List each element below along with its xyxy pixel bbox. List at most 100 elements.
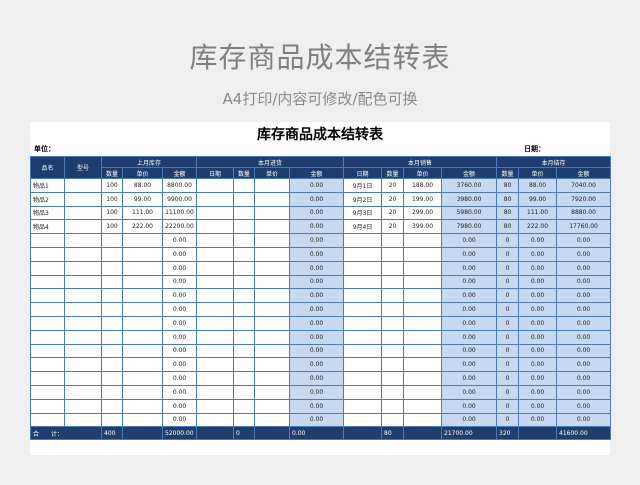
table-cell	[403, 274, 443, 290]
table-cell	[30, 233, 65, 248]
sheet-title: 库存商品成本结转表	[257, 127, 383, 143]
table-cell	[122, 371, 163, 386]
table-cell	[343, 357, 383, 373]
table-cell	[254, 205, 290, 221]
table-cell: 0	[496, 274, 520, 290]
table-cell	[30, 384, 65, 400]
table-cell	[381, 302, 405, 317]
table-cell: 80	[496, 191, 520, 207]
table-cell	[64, 315, 102, 331]
table-row: 0.00 0.00 0.00 0 0.00 0.00	[30, 260, 612, 276]
table-cell: 0.00	[162, 398, 197, 414]
table-cell	[122, 288, 163, 304]
table-cell: 0.00	[162, 246, 197, 262]
table-cell: 0.00	[518, 398, 558, 414]
table-cell	[64, 191, 102, 207]
table-cell: 8800.00	[162, 178, 197, 193]
table-cell	[30, 357, 65, 373]
total-cell: 320	[496, 426, 520, 441]
table-cell	[381, 412, 405, 428]
table-cell	[403, 288, 443, 304]
table-cell: 88.00	[518, 178, 558, 193]
table-cell: 0.00	[518, 302, 558, 317]
table-cell	[196, 260, 234, 276]
table-cell: 物品2	[30, 191, 65, 207]
table-row: 0.00 0.00 0.00 0 0.00 0.00	[30, 384, 612, 400]
table-cell: 物品3	[30, 205, 65, 221]
table-cell	[343, 343, 383, 359]
table-cell: 0.00	[441, 357, 498, 373]
table-row: 0.00 0.00 0.00 0 0.00 0.00	[30, 357, 612, 373]
header-cell: 单价	[518, 167, 558, 179]
table-cell	[101, 274, 123, 290]
table-cell: 9月3日	[343, 205, 383, 221]
table-cell: 0.00	[556, 260, 612, 276]
table-row: 0.00 0.00 0.00 0 0.00 0.00	[30, 412, 612, 428]
table-cell: 7040.00	[556, 178, 612, 193]
table-cell	[254, 357, 290, 373]
table-cell: 399.00	[403, 219, 443, 235]
table-cell: 0.00	[288, 329, 345, 345]
table-cell	[403, 398, 443, 414]
table-row: 0.00 0.00 0.00 0 0.00 0.00	[30, 398, 612, 414]
table-cell	[64, 205, 102, 221]
table-cell	[403, 343, 443, 359]
total-cell: 0.00	[288, 426, 345, 441]
table-cell: 0.00	[288, 412, 345, 428]
table-cell	[254, 191, 290, 207]
table-cell	[381, 233, 405, 248]
table-cell	[403, 315, 443, 331]
table-cell: 99.00	[122, 191, 163, 207]
table-cell: 0.00	[162, 329, 197, 345]
table-cell	[233, 412, 255, 428]
total-cell: 52000.00	[162, 426, 197, 441]
table-cell	[403, 246, 443, 262]
table-cell	[381, 315, 405, 331]
table-cell	[254, 246, 290, 262]
table-cell	[254, 315, 290, 331]
table-cell	[254, 233, 290, 248]
header-cell: 本月结存	[496, 156, 612, 168]
table-cell	[403, 233, 443, 248]
table-cell: 9月4日	[343, 219, 383, 235]
table-cell: 0	[496, 315, 520, 331]
table-row: 0.00 0.00 0.00 0 0.00 0.00	[30, 233, 612, 248]
table-cell	[381, 260, 405, 276]
table-cell	[233, 343, 255, 359]
table-cell: 0.00	[556, 357, 612, 373]
table-cell	[64, 302, 102, 317]
table-cell	[254, 274, 290, 290]
unit-label: 单位：	[34, 145, 55, 153]
table-cell: 9月1日	[343, 178, 383, 193]
table-cell: 88.00	[122, 178, 163, 193]
table-cell: 物品1	[30, 178, 65, 193]
table-cell	[101, 260, 123, 276]
table-cell	[30, 329, 65, 345]
table-cell: 0.00	[288, 219, 345, 235]
table-cell	[254, 412, 290, 428]
table-cell: 0.00	[162, 384, 197, 400]
table-cell: 0.00	[518, 315, 558, 331]
table-cell: 0	[496, 412, 520, 428]
table-cell: 0.00	[162, 302, 197, 317]
table-cell	[233, 302, 255, 317]
table-cell	[254, 343, 290, 359]
table-cell	[254, 398, 290, 414]
table-cell	[122, 357, 163, 373]
table-cell: 111.00	[518, 205, 558, 221]
total-cell: 0	[233, 426, 255, 441]
table-cell	[233, 191, 255, 207]
header-cell: 单价	[254, 167, 290, 179]
table-cell	[196, 412, 234, 428]
table-cell: 0.00	[441, 398, 498, 414]
table-cell: 0	[496, 343, 520, 359]
total-cell: 41600.00	[556, 426, 612, 441]
table-cell	[101, 288, 123, 304]
table-cell	[233, 233, 255, 248]
table-cell: 0.00	[518, 260, 558, 276]
table-row: 合 计： 400 52000.00 0 0.00 80 21700.00 320 41600.0…	[30, 426, 612, 441]
table-cell: 0.00	[556, 246, 612, 262]
table-cell: 0.00	[288, 343, 345, 359]
table-cell	[30, 288, 65, 304]
table-cell: 0.00	[162, 315, 197, 331]
